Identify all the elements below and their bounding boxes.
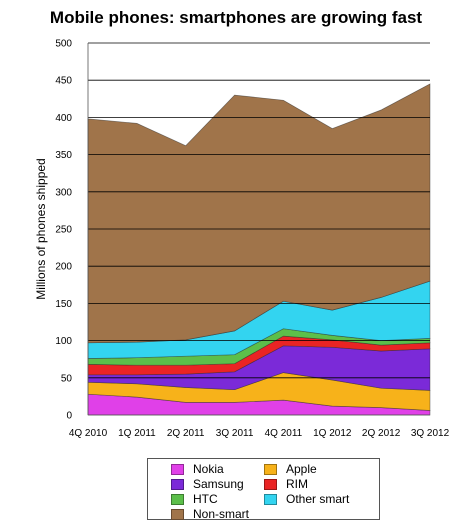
y-tick-label: 350: [55, 150, 72, 161]
y-axis-label: Millions of phones shipped: [34, 158, 48, 299]
x-tick-label: 3Q 2012: [411, 428, 450, 439]
legend-label-apple: Apple: [286, 462, 317, 476]
y-tick-label: 150: [55, 299, 72, 310]
x-tick-label: 2Q 2012: [362, 428, 401, 439]
legend-label-samsung: Samsung: [193, 477, 244, 491]
y-tick-label: 500: [55, 39, 72, 50]
y-tick-label: 450: [55, 76, 72, 87]
x-tick-label: 1Q 2012: [313, 428, 352, 439]
legend-swatch-htc: [171, 493, 184, 505]
legend-label-non-smart: Non-smart: [193, 507, 250, 521]
y-tick-label: 250: [55, 225, 72, 236]
y-tick-label: 50: [61, 373, 73, 384]
legend-item-rim: RIM: [264, 477, 308, 491]
legend-item-other-smart: Other smart: [264, 492, 349, 506]
legend-item-non-smart: Non-smart: [171, 507, 249, 521]
y-tick-labels: 0 50 100 150 200 250 300 350 400 450 500: [55, 39, 72, 422]
axes: [87, 43, 430, 416]
x-tick-label: 3Q 2011: [216, 428, 254, 439]
y-tick-label: 0: [66, 411, 72, 422]
legend-swatch-apple: [264, 463, 277, 475]
x-tick-label: 2Q 2011: [167, 428, 205, 439]
legend-item-apple: Apple: [264, 462, 317, 476]
legend-swatch-nokia: [171, 463, 184, 475]
x-tick-labels: 4Q 2010 1Q 2011 2Q 2011 3Q 2011 4Q 2011 1Q 20…: [69, 428, 450, 439]
legend-item-nokia: Nokia: [171, 462, 224, 476]
areas-layer: [87, 83, 431, 416]
legend-label-htc: HTC: [193, 492, 218, 506]
y-tick-label: 400: [55, 113, 72, 124]
x-tick-label: 4Q 2010: [69, 428, 108, 439]
y-tick-label: 200: [55, 262, 72, 273]
x-tick-label: 4Q 2011: [265, 428, 303, 439]
y-tick-label: 100: [55, 336, 72, 347]
legend-swatch-other-smart: [264, 493, 277, 505]
legend-label-rim: RIM: [286, 477, 308, 491]
legend-item-htc: HTC: [171, 492, 218, 506]
legend-swatch-rim: [264, 478, 277, 490]
y-tick-label: 300: [55, 187, 72, 198]
legend-item-samsung: Samsung: [171, 477, 244, 491]
gridlines: [88, 42, 430, 379]
chart-title: Mobile phones: smartphones are growing f…: [49, 8, 423, 27]
stacked-area-chart: 0 50 100 150 200 250 300 350 400 450 500 4Q 2010 1Q…: [34, 39, 450, 440]
legend: Nokia Apple Samsung RIM HTC Other smart Non-sm…: [147, 458, 380, 521]
legend-label-other-smart: Other smart: [286, 492, 350, 506]
x-tick-label: 1Q 2011: [118, 428, 156, 439]
legend-swatch-non-smart: [171, 508, 184, 520]
legend-swatch-samsung: [171, 478, 184, 490]
legend-label-nokia: Nokia: [193, 462, 224, 476]
